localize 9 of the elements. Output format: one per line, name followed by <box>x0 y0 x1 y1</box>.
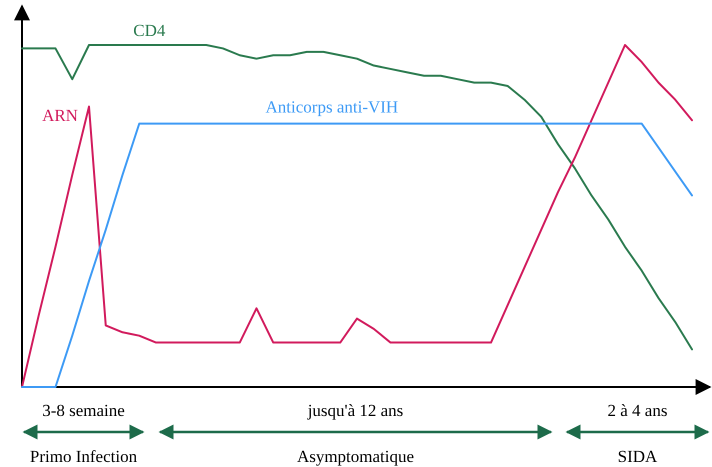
text: Asymptomatique <box>296 447 414 466</box>
text: Primo Infection <box>30 447 138 466</box>
text: SIDA <box>618 447 658 466</box>
series-label: ARN <box>42 106 78 126</box>
text: jusqu'à 12 ans <box>306 401 404 420</box>
series-label: Anticorps anti-VIH <box>266 98 398 117</box>
text: 3-8 semaine <box>42 401 125 420</box>
text: 2 à 4 ans <box>608 401 668 420</box>
series-label: CD4 <box>133 21 166 40</box>
